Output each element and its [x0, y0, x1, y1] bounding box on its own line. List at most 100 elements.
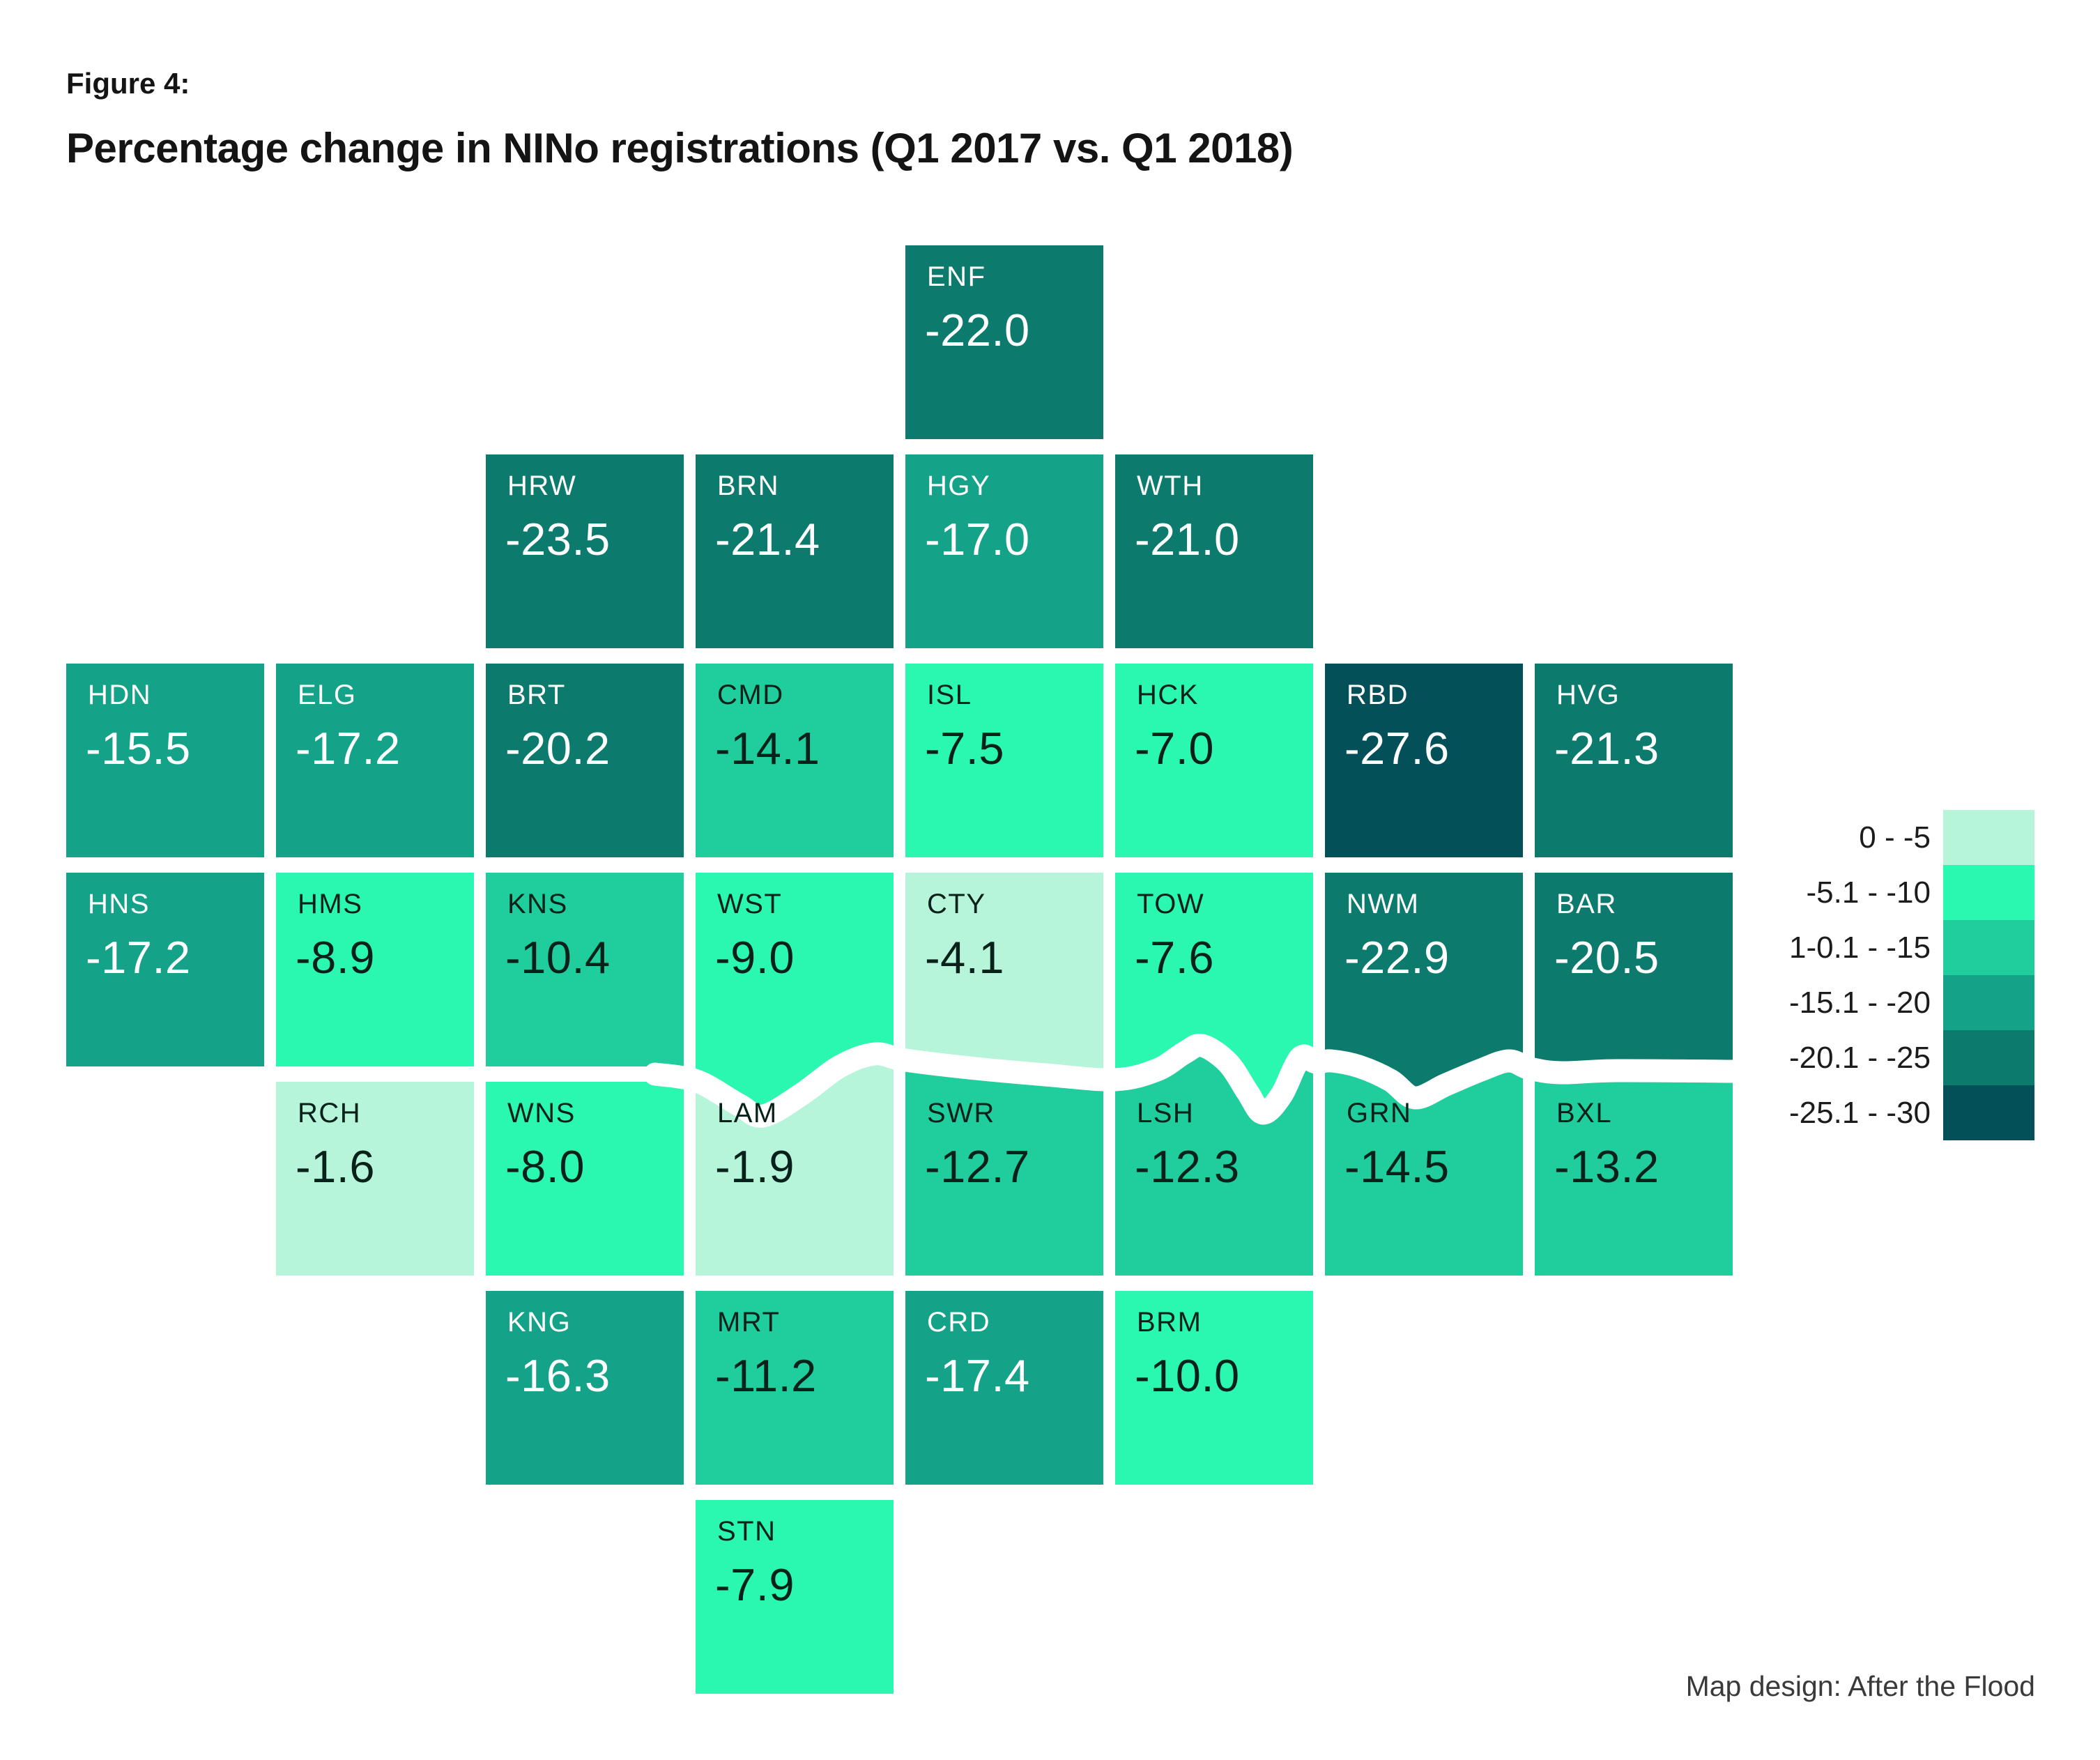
tile-value-HNS: -17.2 [86, 932, 191, 983]
tile-WST: WST -9.0 [715, 889, 795, 983]
tile-shape-CRD [905, 1291, 1103, 1485]
tile-code-KNS: KNS [507, 889, 568, 919]
river-thames-path [643, 1034, 1745, 1128]
tile-shape-WNS [486, 1082, 684, 1276]
tile-shape-HVG [1535, 664, 1733, 857]
tile-value-RCH: -1.6 [296, 1141, 375, 1192]
tile-value-BRT: -20.2 [505, 723, 611, 774]
tile-value-TOW: -7.6 [1135, 932, 1214, 983]
tile-shape-NWM [1325, 873, 1523, 1098]
tile-code-LSH: LSH [1137, 1098, 1194, 1128]
tile-BXL: BXL -13.2 [1554, 1098, 1659, 1192]
tile-code-ISL: ISL [927, 680, 972, 710]
tile-value-HRW: -23.5 [505, 514, 611, 565]
tile-shape-ENF [905, 245, 1103, 439]
tile-value-HCK: -7.0 [1135, 723, 1214, 774]
tile-shape-RCH [276, 1082, 474, 1276]
tile-HVG: HVG -21.3 [1554, 680, 1660, 774]
tile-value-HDN: -15.5 [86, 723, 191, 774]
tile-HMS: HMS -8.9 [296, 889, 375, 983]
legend-swatch-2 [1943, 920, 2034, 975]
tile-value-HGY: -17.0 [925, 514, 1030, 565]
tile-value-CMD: -14.1 [715, 723, 820, 774]
tile-WTH: WTH -21.0 [1135, 470, 1239, 565]
tile-shape-LSH [1115, 1045, 1313, 1276]
page-title: Percentage change in NINo registrations … [66, 125, 1294, 171]
legend-swatch-1 [1943, 865, 2034, 920]
tile-code-BRT: BRT [507, 680, 566, 710]
tile-HDN: HDN -15.5 [86, 680, 191, 774]
tile-ELG: ELG -17.2 [296, 680, 401, 774]
tile-ISL: ISL -7.5 [925, 680, 1004, 774]
tile-code-WTH: WTH [1137, 470, 1204, 501]
figure-label: Figure 4: [66, 67, 190, 100]
tile-RCH: RCH -1.6 [296, 1098, 375, 1192]
tile-value-ELG: -17.2 [296, 723, 401, 774]
tile-shape-SWR [905, 1060, 1103, 1276]
tile-value-LAM: -1.9 [715, 1141, 795, 1192]
tile-value-MRT: -11.2 [715, 1350, 817, 1401]
tile-TOW: TOW -7.6 [1135, 889, 1214, 983]
tile-shape-CMD [696, 664, 894, 857]
tile-shape-RBD [1325, 664, 1523, 857]
tile-code-RBD: RBD [1347, 680, 1409, 710]
tile-code-RCH: RCH [298, 1098, 361, 1128]
tile-MRT: MRT -11.2 [715, 1307, 817, 1401]
tile-value-HVG: -21.3 [1554, 723, 1660, 774]
tile-code-CRD: CRD [927, 1307, 990, 1338]
tile-BAR: BAR -20.5 [1554, 889, 1660, 983]
tile-value-WNS: -8.0 [505, 1141, 585, 1192]
tile-value-CRD: -17.4 [925, 1350, 1030, 1401]
tile-shape-ELG [276, 664, 474, 857]
tile-value-BAR: -20.5 [1554, 932, 1660, 983]
tile-code-WNS: WNS [507, 1098, 576, 1128]
tile-BRT: BRT -20.2 [505, 680, 611, 774]
tile-CMD: CMD -14.1 [715, 680, 820, 774]
tile-code-HDN: HDN [88, 680, 151, 710]
tile-code-LAM: LAM [717, 1098, 778, 1128]
tile-shape-BXL [1535, 1069, 1733, 1276]
tile-code-HGY: HGY [927, 470, 990, 501]
tile-shape-HDN [66, 664, 264, 857]
legend-swatch-3 [1943, 975, 2034, 1030]
tile-value-BRM: -10.0 [1135, 1350, 1240, 1401]
tile-shape-STN [696, 1500, 894, 1694]
legend-label-5: -25.1 - -30 [1789, 1096, 1931, 1130]
tile-HRW: HRW -23.5 [505, 470, 611, 565]
tile-KNS: KNS -10.4 [505, 889, 611, 983]
tile-code-ENF: ENF [927, 261, 986, 292]
tile-code-GRN: GRN [1347, 1098, 1411, 1128]
tile-shape-KNS [486, 873, 684, 1066]
tile-value-STN: -7.9 [715, 1559, 795, 1610]
tile-shape-MRT [696, 1291, 894, 1485]
tile-code-BRN: BRN [717, 470, 779, 501]
tile-code-SWR: SWR [927, 1098, 995, 1128]
tile-LAM: LAM -1.9 [715, 1098, 795, 1192]
tile-shape-HRW [486, 454, 684, 648]
tile-shape-BRT [486, 664, 684, 857]
tile-ENF: ENF -22.0 [925, 261, 1029, 355]
legend-label-4: -20.1 - -25 [1789, 1041, 1931, 1075]
tile-code-ELG: ELG [298, 680, 357, 710]
tile-code-BRM: BRM [1137, 1307, 1202, 1338]
tile-shape-ISL [905, 664, 1103, 857]
tile-code-HCK: HCK [1137, 680, 1199, 710]
tile-value-ISL: -7.5 [925, 723, 1004, 774]
tile-value-CTY: -4.1 [925, 932, 1004, 983]
tile-shape-WTH [1115, 454, 1313, 648]
tile-shape-CTY [905, 873, 1103, 1080]
tile-value-WST: -9.0 [715, 932, 795, 983]
tile-shape-BAR [1535, 873, 1733, 1073]
tile-code-HVG: HVG [1556, 680, 1620, 710]
tile-HNS: HNS -17.2 [86, 889, 191, 983]
tile-code-BAR: BAR [1556, 889, 1617, 919]
tile-shape-HGY [905, 454, 1103, 648]
legend-swatch-0 [1943, 810, 2034, 865]
tile-shape-BRM [1115, 1291, 1313, 1485]
legend-swatch-5 [1943, 1085, 2034, 1140]
tile-code-HMS: HMS [298, 889, 362, 919]
tile-value-KNS: -10.4 [505, 932, 611, 983]
tile-code-WST: WST [717, 889, 782, 919]
